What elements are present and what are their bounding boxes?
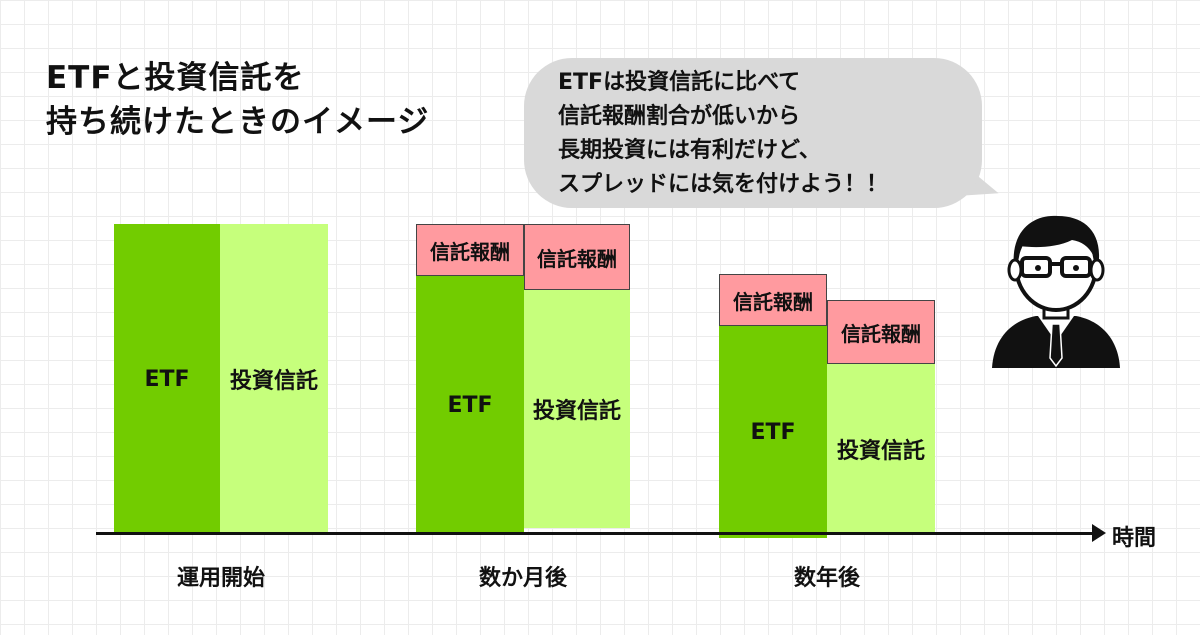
fund-label: 投資信託 <box>229 369 318 394</box>
etf-label: ETF <box>750 419 796 445</box>
diagram-title: ETFと投資信託を 持ち続けたときのイメージ <box>46 56 429 144</box>
speech-line-4: スプレッドには気を付けよう！！ <box>558 172 889 197</box>
fund-bar-start: 投資信託 <box>220 224 328 534</box>
businessman-with-glasses-icon <box>986 208 1126 372</box>
fund-label: 投資信託 <box>836 439 925 464</box>
fee-label: 信託報酬 <box>430 239 510 264</box>
speech-line-1: ETFは投資信託に比べて <box>558 70 801 95</box>
fund-bar-months: 投資信託 <box>524 290 630 528</box>
fee-label: 信託報酬 <box>537 246 617 271</box>
fee-label: 信託報酬 <box>841 321 921 346</box>
period-label-start: 運用開始 <box>176 566 265 591</box>
etf-label: ETF <box>447 392 493 418</box>
fund-fee-box-years: 信託報酬 <box>827 300 935 364</box>
time-axis <box>96 532 1096 535</box>
etf-fee-box-years: 信託報酬 <box>719 274 827 326</box>
time-axis-label: 時間 <box>1112 526 1157 551</box>
title-line-2: 持ち続けたときのイメージ <box>46 104 430 140</box>
title-line-1: ETFと投資信託を <box>46 60 305 96</box>
etf-bar-months: ETF <box>416 276 524 534</box>
fee-label: 信託報酬 <box>733 289 813 314</box>
etf-bar-years: ETF <box>719 326 827 538</box>
fund-fee-box-months: 信託報酬 <box>524 224 630 290</box>
etf-fee-box-months: 信託報酬 <box>416 224 524 276</box>
speech-text: ETFは投資信託に比べて 信託報酬割合が低いから 長期投資には有利だけど、 スプ… <box>558 66 888 202</box>
period-label-months: 数か月後 <box>478 566 567 591</box>
speech-bubble <box>524 58 982 208</box>
speech-line-2: 信託報酬割合が低いから <box>558 104 801 129</box>
fund-label: 投資信託 <box>532 399 621 424</box>
etf-label: ETF <box>144 366 190 392</box>
speech-line-3: 長期投資には有利だけど、 <box>558 138 821 163</box>
period-label-years: 数年後 <box>793 566 860 591</box>
axis-arrow-icon <box>1092 524 1106 542</box>
etf-bar-start: ETF <box>114 224 220 534</box>
fund-bar-years: 投資信託 <box>827 364 935 534</box>
